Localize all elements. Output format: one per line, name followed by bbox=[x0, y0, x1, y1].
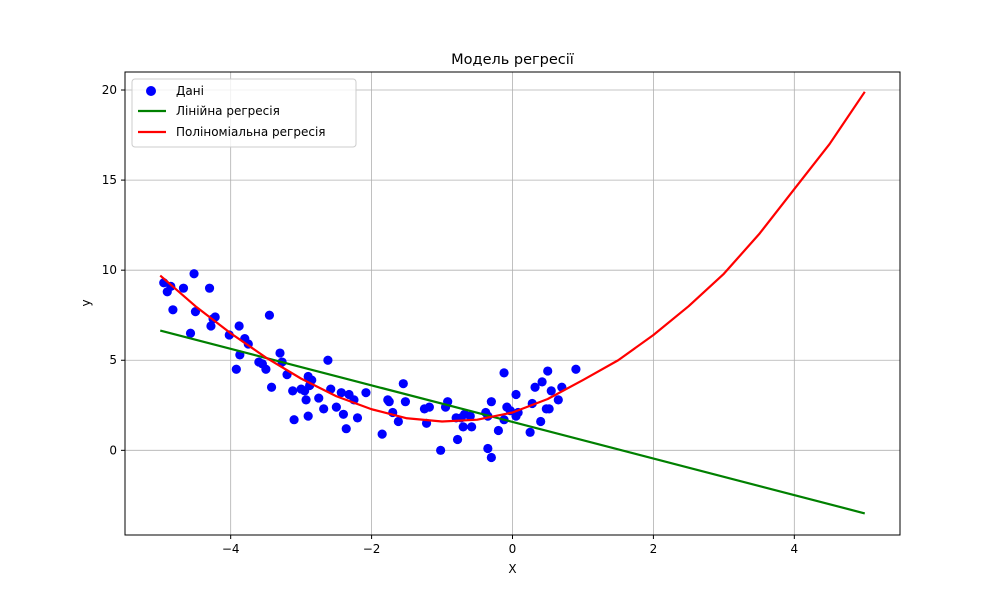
data-point bbox=[465, 411, 475, 421]
data-point bbox=[384, 397, 394, 407]
data-point bbox=[266, 382, 277, 392]
data-point bbox=[398, 379, 408, 389]
polynomial-regression-curve bbox=[159, 91, 866, 423]
data-point bbox=[178, 283, 189, 293]
data-point bbox=[546, 386, 556, 396]
data-point bbox=[352, 413, 363, 423]
y-tick-label: 15 bbox=[102, 173, 117, 187]
data-point bbox=[483, 443, 493, 454]
data-point bbox=[319, 404, 329, 414]
y-tick-label: 5 bbox=[109, 353, 117, 367]
legend-label-polynomial: Поліноміальна регресія bbox=[176, 125, 326, 139]
data-point bbox=[168, 305, 178, 315]
data-point bbox=[301, 395, 311, 405]
data-point bbox=[553, 395, 563, 405]
data-point bbox=[231, 364, 241, 374]
data-point bbox=[377, 429, 387, 439]
data-point bbox=[264, 310, 275, 320]
data-point bbox=[393, 416, 403, 427]
data-point bbox=[458, 422, 468, 432]
x-axis-label: X bbox=[508, 562, 516, 576]
data-point bbox=[499, 368, 509, 378]
data-point bbox=[537, 377, 547, 387]
chart-title: Модель регресії bbox=[451, 52, 575, 68]
grid bbox=[125, 72, 900, 535]
data-point bbox=[331, 402, 341, 412]
x-tick-label: −4 bbox=[222, 542, 240, 556]
plot-area bbox=[159, 91, 866, 515]
data-point bbox=[289, 415, 299, 425]
data-point bbox=[400, 397, 411, 407]
data-point bbox=[511, 389, 521, 400]
data-point bbox=[436, 445, 446, 455]
linear-regression-line bbox=[159, 329, 866, 515]
x-axis: −4 −2 0 2 4 bbox=[222, 535, 798, 556]
data-point bbox=[338, 409, 349, 419]
data-point bbox=[530, 382, 540, 392]
data-point bbox=[424, 402, 434, 412]
data-point bbox=[486, 452, 496, 463]
data-point bbox=[341, 424, 351, 434]
data-point bbox=[189, 269, 199, 279]
legend-label-linear: Лінійна регресія bbox=[176, 104, 280, 118]
data-point bbox=[543, 366, 553, 376]
data-point bbox=[452, 434, 463, 445]
data-point bbox=[544, 404, 554, 414]
x-tick-label: 0 bbox=[509, 542, 517, 556]
x-tick-label: −2 bbox=[363, 542, 381, 556]
legend-label-data: Дані bbox=[176, 84, 204, 98]
x-tick-label: 2 bbox=[650, 542, 658, 556]
data-point bbox=[234, 321, 244, 331]
data-point bbox=[303, 411, 313, 421]
data-point bbox=[275, 348, 285, 358]
x-tick-label: 4 bbox=[790, 542, 798, 556]
data-point bbox=[185, 328, 196, 338]
legend: Дані Лінійна регресія Поліноміальна регр… bbox=[131, 78, 357, 148]
y-tick-label: 0 bbox=[109, 443, 117, 457]
data-point bbox=[525, 427, 535, 437]
legend-box bbox=[131, 78, 357, 148]
data-point bbox=[288, 386, 298, 396]
y-axis: 0 5 10 15 20 bbox=[102, 83, 125, 457]
data-point bbox=[467, 422, 477, 432]
data-point bbox=[323, 355, 333, 365]
y-tick-label: 20 bbox=[102, 83, 117, 97]
data-point bbox=[361, 388, 371, 398]
data-point bbox=[486, 397, 496, 407]
y-axis-label: y bbox=[79, 299, 93, 306]
data-point bbox=[204, 283, 215, 293]
data-point bbox=[314, 393, 324, 403]
data-point bbox=[261, 364, 271, 374]
data-point bbox=[536, 416, 546, 427]
data-point bbox=[206, 321, 216, 331]
y-tick-label: 10 bbox=[102, 263, 117, 277]
legend-marker-data bbox=[146, 86, 156, 96]
data-point bbox=[336, 388, 346, 398]
data-point bbox=[493, 425, 504, 436]
data-point bbox=[571, 364, 581, 374]
